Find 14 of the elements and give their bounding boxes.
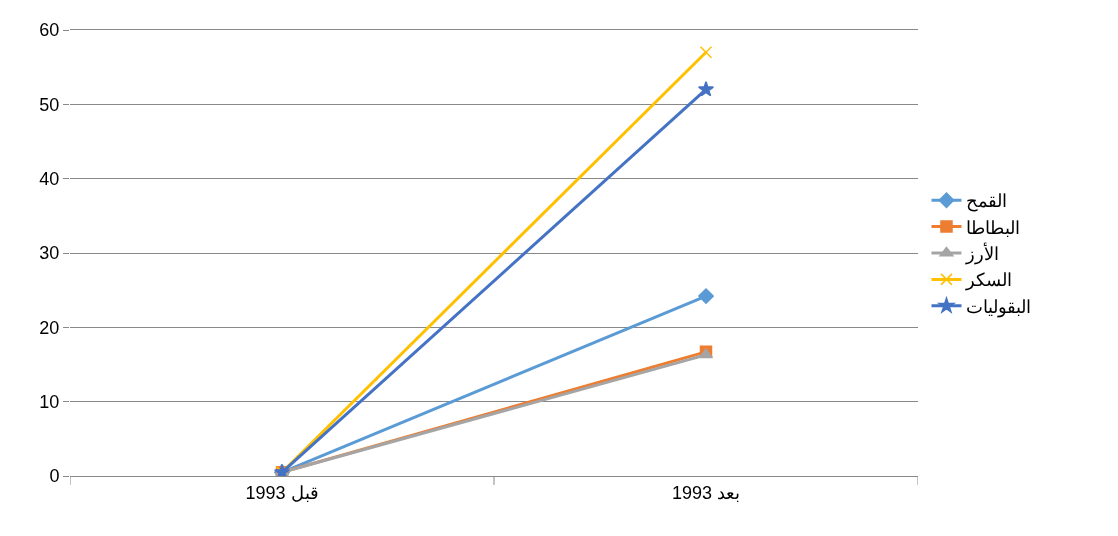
legend-label: البطاطا bbox=[966, 217, 1021, 238]
y-tick-label: 30 bbox=[39, 243, 60, 264]
legend-label: الأرز bbox=[965, 242, 1000, 266]
legend-label: السكر bbox=[965, 270, 1013, 292]
legend-label: البقوليات bbox=[966, 296, 1032, 318]
x-tick-label: بعد 1993 bbox=[671, 482, 741, 503]
y-tick-label: 40 bbox=[39, 168, 60, 189]
legend-label: القمح bbox=[966, 191, 1008, 213]
y-tick-label: 10 bbox=[39, 391, 60, 412]
y-tick-label: 20 bbox=[39, 317, 60, 338]
y-tick-label: 0 bbox=[49, 466, 60, 487]
y-tick-label: 60 bbox=[39, 20, 60, 41]
x-tick-label: قبل 1993 bbox=[245, 482, 319, 503]
y-tick-label: 50 bbox=[39, 94, 60, 115]
